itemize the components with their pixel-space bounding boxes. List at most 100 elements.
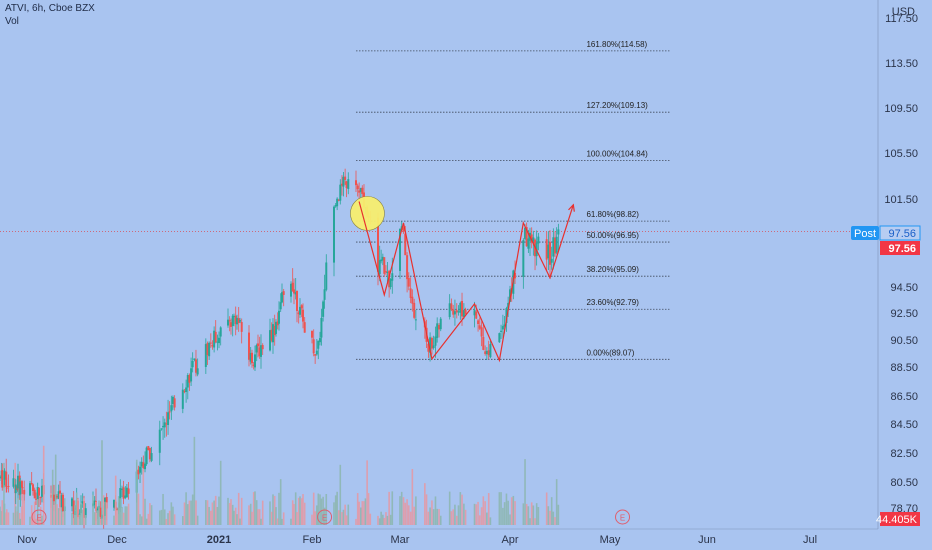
volume-bar bbox=[145, 518, 148, 525]
volume-bar bbox=[296, 512, 298, 525]
candle-body bbox=[532, 237, 535, 242]
volume-bar bbox=[302, 494, 304, 525]
price-tick-label: 101.50 bbox=[884, 194, 918, 206]
candle-body bbox=[38, 488, 40, 496]
volume-bar bbox=[367, 493, 370, 525]
candle-body bbox=[501, 326, 504, 330]
candle-body bbox=[293, 289, 295, 294]
candle-body bbox=[345, 181, 348, 189]
candle-body bbox=[347, 179, 350, 190]
volume-bar bbox=[54, 454, 57, 525]
volume-bar bbox=[0, 506, 1, 525]
earnings-marker-label: E bbox=[322, 514, 327, 523]
volume-bar bbox=[219, 460, 222, 525]
volume-bar bbox=[261, 500, 264, 525]
volume-bar bbox=[334, 495, 337, 525]
volume-bar bbox=[260, 518, 262, 525]
volume-badge bbox=[880, 512, 920, 526]
candle-body bbox=[191, 361, 194, 368]
price-tick-label: 117.50 bbox=[885, 13, 918, 25]
volume-bar bbox=[505, 493, 508, 525]
fib-level-label: 50.00%(96.95) bbox=[586, 231, 639, 240]
candle-body bbox=[296, 290, 298, 311]
candle-body bbox=[122, 487, 125, 499]
volume-bar bbox=[216, 506, 219, 525]
volume-bar bbox=[356, 493, 359, 525]
candle-body bbox=[276, 321, 279, 326]
candle-body bbox=[336, 198, 339, 207]
volume-bar bbox=[317, 493, 320, 525]
time-tick-label: Dec bbox=[107, 534, 127, 546]
candle-body bbox=[60, 495, 63, 508]
candle-body bbox=[119, 488, 122, 508]
candle-body bbox=[484, 351, 487, 354]
candle-body bbox=[93, 500, 96, 506]
candle-body bbox=[434, 336, 437, 346]
volume-bar bbox=[196, 515, 199, 525]
candle-body bbox=[450, 303, 453, 310]
volume-bar bbox=[514, 501, 516, 525]
candle-body bbox=[430, 338, 433, 349]
candle-body bbox=[0, 476, 1, 478]
volume-bar bbox=[75, 492, 78, 525]
candle-body bbox=[480, 327, 483, 337]
volume-bar bbox=[383, 517, 386, 525]
candle-body bbox=[252, 364, 255, 367]
candle-body bbox=[216, 341, 219, 343]
candle-body bbox=[72, 500, 75, 515]
candle-body bbox=[457, 311, 460, 313]
price-tick-label: 113.50 bbox=[885, 58, 918, 70]
volume-bar bbox=[258, 509, 261, 525]
volume-bar bbox=[294, 492, 297, 525]
candle-body bbox=[300, 305, 303, 309]
volume-bar bbox=[406, 499, 408, 525]
volume-bar bbox=[78, 514, 81, 525]
volume-bar bbox=[105, 502, 108, 525]
candle-body bbox=[158, 429, 161, 453]
candle-body bbox=[337, 199, 340, 201]
volume-bar bbox=[459, 492, 462, 525]
volume-bar bbox=[345, 515, 348, 525]
volume-bar bbox=[92, 494, 94, 525]
candle-body bbox=[236, 317, 238, 325]
volume-bar bbox=[165, 518, 168, 525]
volume-bar bbox=[291, 500, 294, 525]
candle-body bbox=[186, 375, 189, 388]
volume-bar bbox=[147, 513, 150, 525]
volume-bar bbox=[122, 512, 125, 525]
volume-bar bbox=[255, 500, 258, 525]
volume-bar bbox=[498, 492, 501, 525]
volume-bar bbox=[425, 494, 428, 525]
candle-body bbox=[323, 289, 326, 300]
candle-body bbox=[5, 471, 8, 487]
price-tick-label: 90.50 bbox=[890, 335, 918, 347]
volume-bar bbox=[535, 503, 538, 525]
volume-bar bbox=[251, 511, 253, 525]
volume-bar bbox=[557, 504, 560, 525]
candle-body bbox=[206, 343, 209, 356]
volume-bar bbox=[452, 509, 455, 525]
candle-body bbox=[209, 342, 212, 344]
highlight-circle bbox=[350, 196, 385, 231]
volume-bar bbox=[183, 502, 186, 525]
volume-bar bbox=[347, 504, 350, 525]
candle-body bbox=[227, 319, 229, 326]
volume-bar bbox=[38, 516, 40, 525]
volume-bar bbox=[477, 501, 479, 525]
volume-bar bbox=[377, 515, 379, 525]
volume-bar bbox=[413, 506, 415, 525]
price-tick-label: 94.50 bbox=[890, 282, 918, 294]
candle-body bbox=[554, 237, 557, 254]
volume-bar bbox=[56, 504, 58, 525]
candle-body bbox=[448, 303, 451, 318]
candle-body bbox=[30, 483, 33, 485]
volume-bar bbox=[529, 518, 531, 525]
candle-body bbox=[272, 324, 274, 343]
candle-body bbox=[439, 318, 442, 330]
post-badge bbox=[851, 226, 879, 240]
volume-bar bbox=[41, 515, 43, 525]
candle-body bbox=[3, 470, 6, 480]
volume-bar bbox=[552, 511, 555, 525]
